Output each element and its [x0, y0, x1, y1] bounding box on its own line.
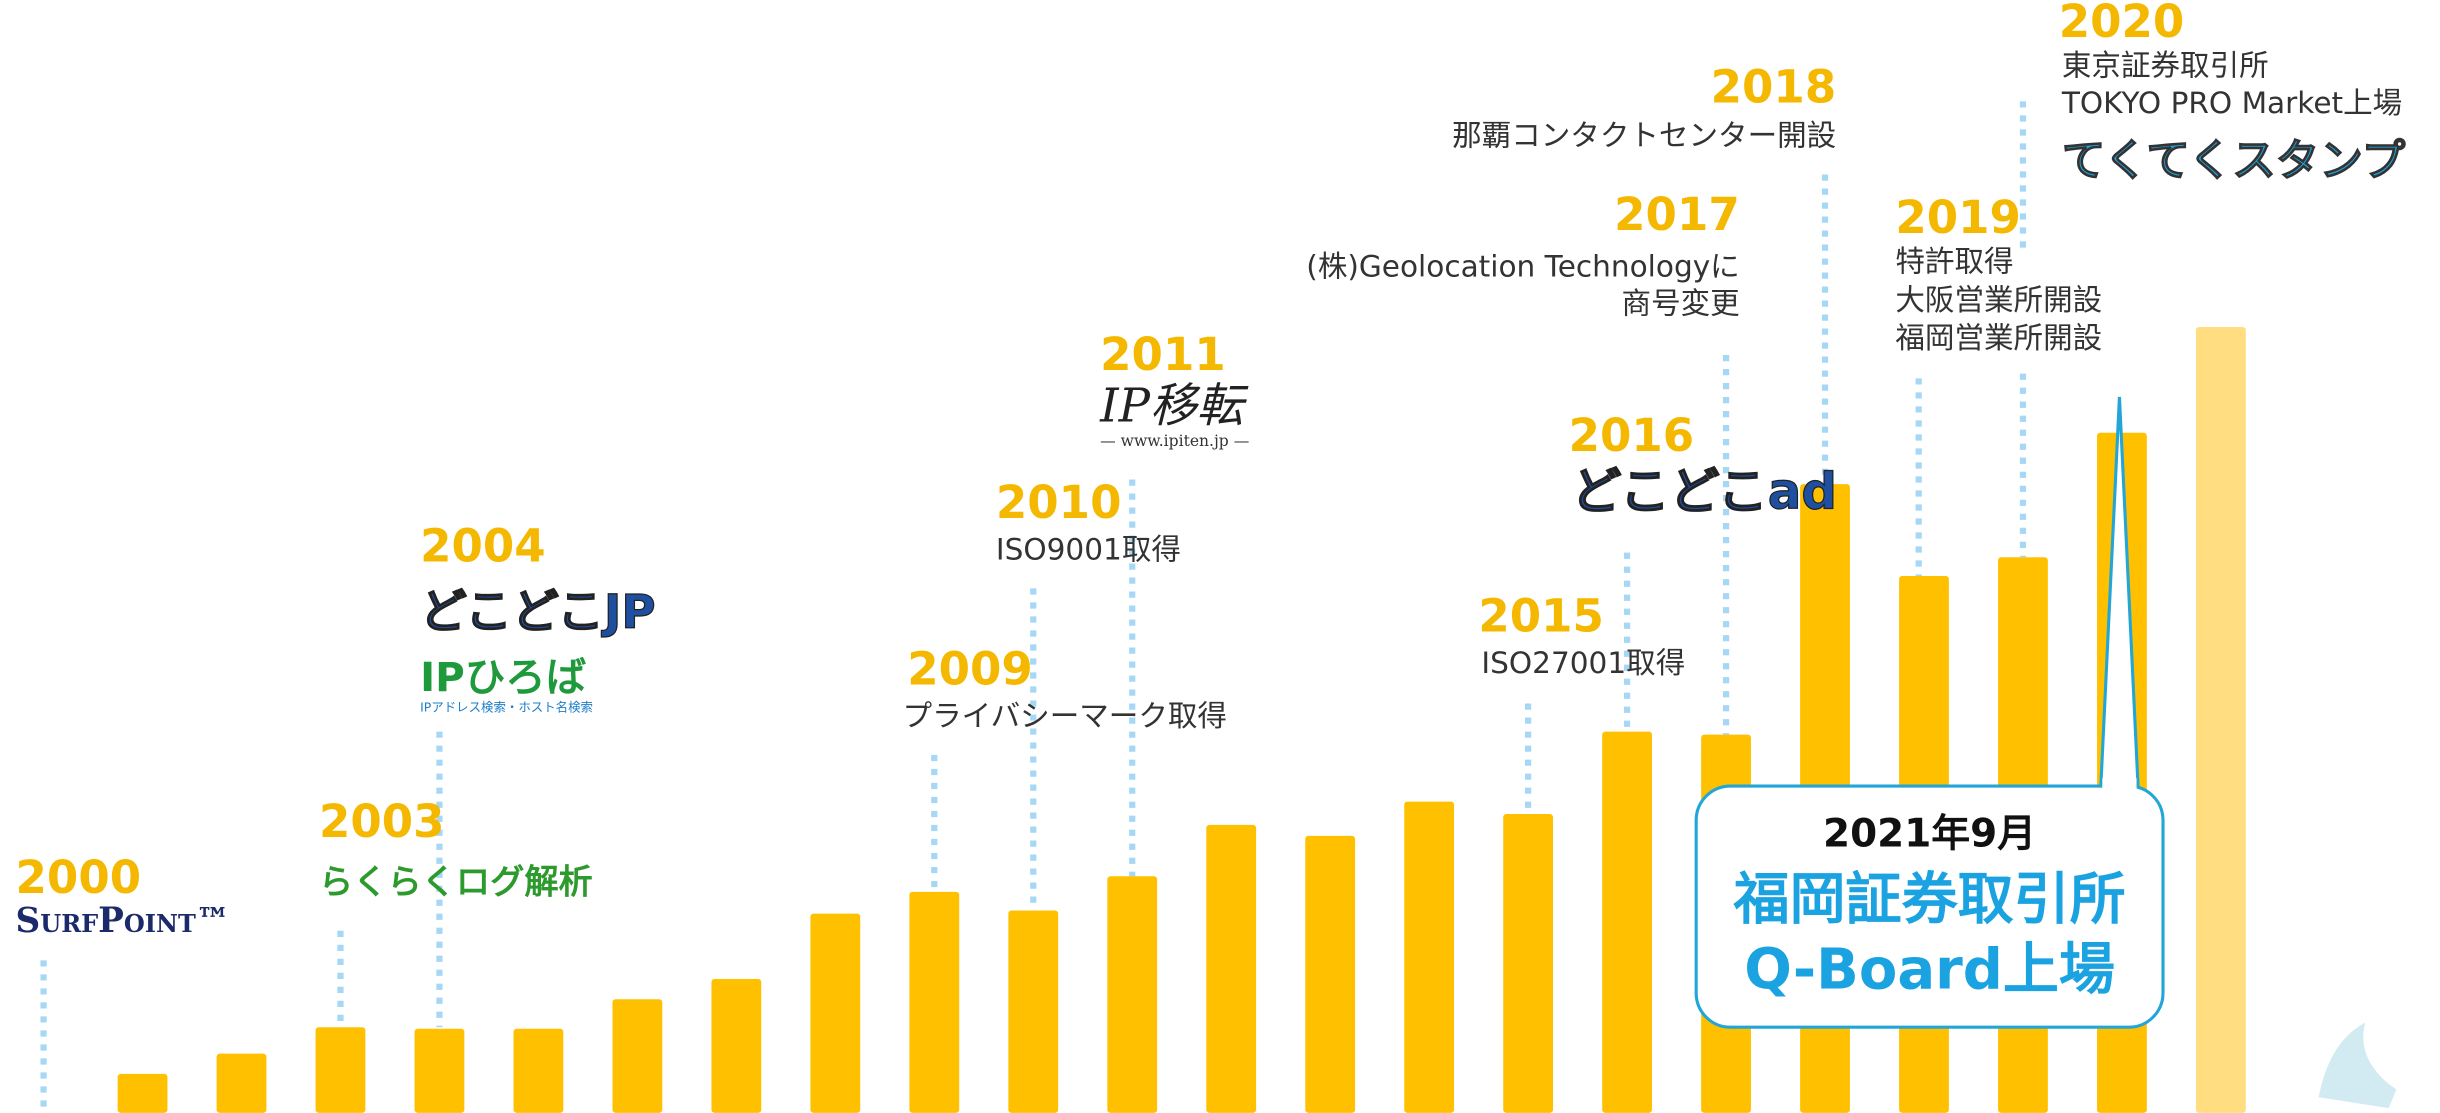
bar [909, 891, 960, 1113]
logo-text: IPひろば [420, 653, 587, 701]
bar [711, 978, 762, 1113]
event-text: 東京証券取引所 [2062, 49, 2269, 83]
year-label: 2020 [2059, 0, 2185, 48]
callout-date: 2021年9月 [1823, 811, 2036, 856]
event-text: ISO9001取得 [996, 533, 1181, 567]
bar [612, 999, 663, 1113]
event-text: プライバシーマーク取得 [903, 699, 1227, 733]
bird-icon [2318, 1022, 2397, 1109]
bar [315, 1027, 366, 1113]
logo-text: どこどこad [1572, 463, 1837, 521]
bar [513, 1028, 564, 1113]
year-label: 2000 [16, 851, 142, 904]
year-label: 2004 [420, 519, 546, 572]
event-text: 那覇コンタクトセンター開設 [1452, 119, 1836, 153]
leader-lines [40, 101, 2027, 1113]
event-text: 福岡営業所開設 [1895, 321, 2102, 355]
event-text: ISO27001取得 [1481, 646, 1685, 680]
bar [1503, 814, 1554, 1113]
bar [1008, 910, 1059, 1113]
bar [414, 1028, 465, 1113]
callout-pointer [2099, 396, 2140, 788]
logo-text: らくらくログ解析 [319, 863, 593, 903]
year-label: 2018 [1711, 60, 1837, 113]
logo-text: てくてくスタンプ [2062, 137, 2406, 187]
callout-line: Q-Board上場 [1744, 937, 2115, 1002]
logo-text: IPアドレス検索・ホスト名検索 [420, 700, 593, 715]
bar [1206, 824, 1257, 1113]
logo-text: どこどこJP [420, 585, 655, 639]
callout-line: 福岡証券取引所 [1733, 867, 2126, 932]
bar [810, 913, 861, 1113]
event-text: 商号変更 [1622, 287, 1740, 321]
bar [1305, 835, 1356, 1113]
callout-box [1694, 784, 2165, 1029]
event-text: 大阪営業所開設 [1895, 283, 2102, 317]
logo-text: SurfPoint™ [16, 901, 231, 941]
event-text: TOKYO PRO Market上場 [2061, 86, 2402, 120]
event-text: (株)Geolocation Technologyに [1306, 249, 1739, 283]
bar [1404, 801, 1455, 1113]
year-label: 2009 [907, 642, 1033, 695]
bar [2196, 326, 2246, 1113]
bar [1602, 731, 1652, 1113]
year-label: 2017 [1614, 188, 1740, 241]
year-label: 2010 [996, 476, 1122, 529]
bar [216, 1053, 267, 1113]
bar [1107, 876, 1158, 1113]
callout-joint [2102, 778, 2137, 791]
event-text: 特許取得 [1895, 245, 2013, 279]
year-label: 2019 [1895, 191, 2021, 244]
bar [117, 1073, 168, 1113]
logo-text: IP移転 [1099, 379, 1249, 433]
year-label: 2015 [1478, 590, 1604, 643]
year-label: 2011 [1100, 328, 1226, 381]
logo-text: — www.ipiten.jp — [1100, 432, 1249, 450]
year-label: 2003 [319, 795, 445, 848]
year-label: 2016 [1569, 409, 1695, 462]
